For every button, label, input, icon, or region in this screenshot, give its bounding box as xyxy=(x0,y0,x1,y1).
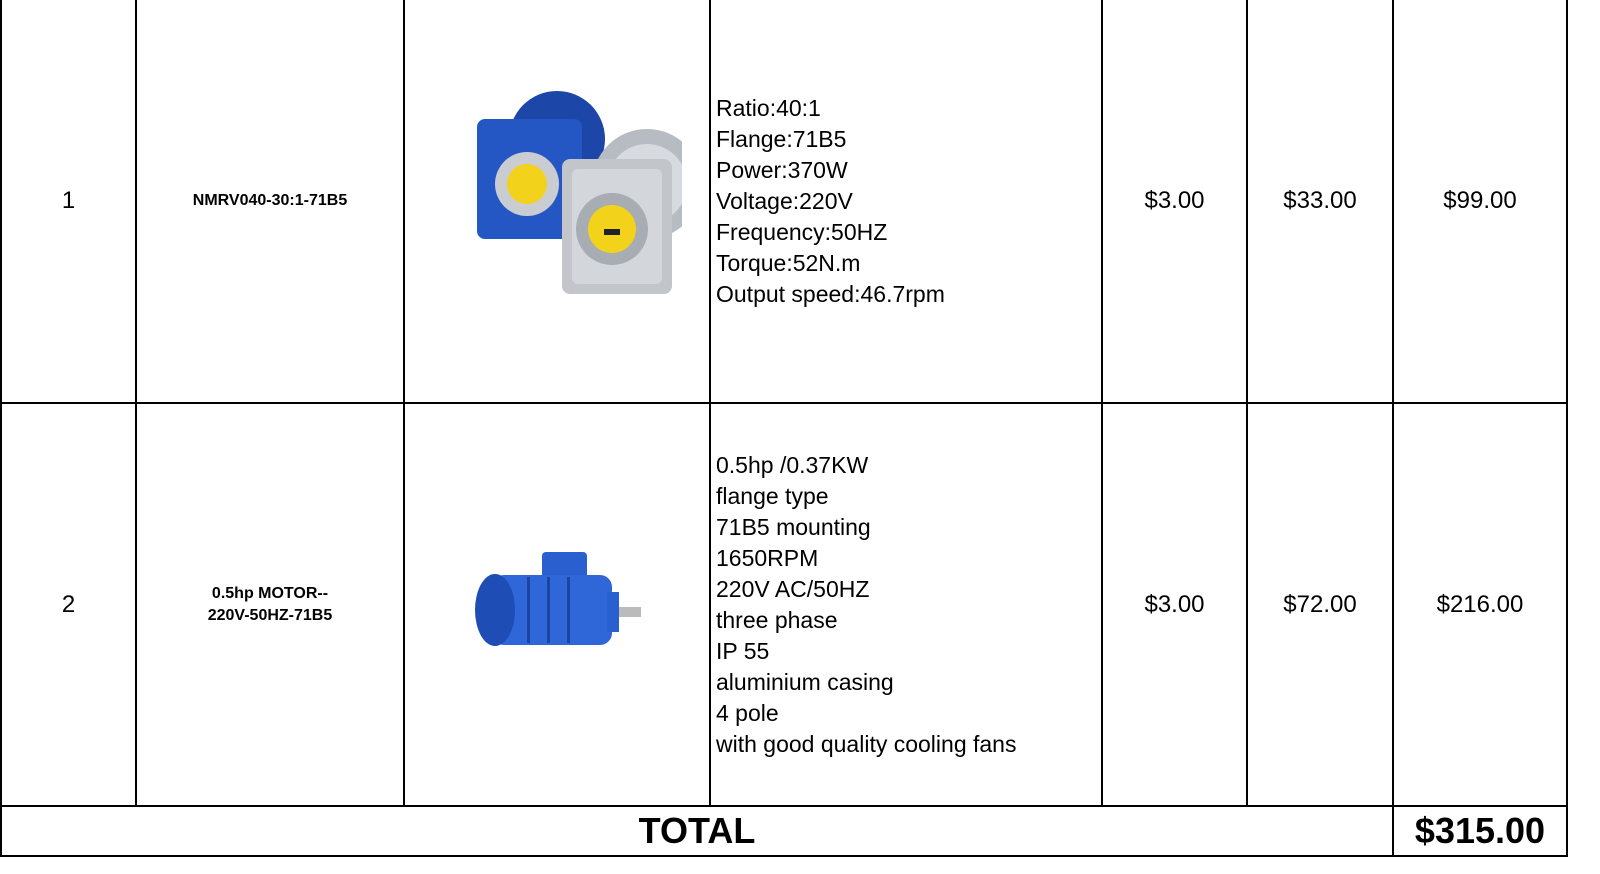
spec-line: flange type xyxy=(716,482,829,509)
spec-line: three phase xyxy=(716,606,838,633)
worm-gearbox-image xyxy=(477,90,702,294)
spec-line: Ratio:40:1 xyxy=(716,94,821,121)
spec-line: 4 pole xyxy=(716,699,779,726)
product-image xyxy=(403,402,711,807)
spec-line: Power:370W xyxy=(716,156,848,183)
item-model: 0.5hp MOTOR-- 220V-50HZ-71B5 xyxy=(135,402,405,807)
table-row: 2 0.5hp MOTOR-- 220V-50HZ-71B5 0.5hp /0.… xyxy=(0,402,1568,807)
spec-line: Output speed:46.7rpm xyxy=(716,280,945,307)
spec-line: Torque:52N.m xyxy=(716,249,861,276)
item-qty: $3.00 xyxy=(1101,0,1248,404)
item-number: 1 xyxy=(0,0,137,404)
product-image xyxy=(403,0,711,404)
model-line: 220V-50HZ-71B5 xyxy=(207,606,333,624)
total-label: TOTAL xyxy=(0,805,1394,857)
item-qty: $3.00 xyxy=(1101,402,1248,807)
item-amount: $99.00 xyxy=(1392,0,1568,404)
spec-line: aluminium casing xyxy=(716,668,894,695)
table-row: 1 NMRV040-30:1-71B5 Ratio:40:1 Flange:71… xyxy=(0,0,1568,404)
spec-line: 0.5hp /0.37KW xyxy=(716,451,869,478)
item-unit-price: $33.00 xyxy=(1246,0,1394,404)
spec-line: 1650RPM xyxy=(716,544,819,571)
spec-line: 71B5 mounting xyxy=(716,513,871,540)
spec-line: 220V AC/50HZ xyxy=(716,575,870,602)
electric-motor-image xyxy=(475,552,641,646)
total-value: $315.00 xyxy=(1392,805,1568,857)
spec-line: Flange:71B5 xyxy=(716,125,847,152)
total-row: TOTAL $315.00 xyxy=(0,805,1568,857)
item-number: 2 xyxy=(0,402,137,807)
spec-line: IP 55 xyxy=(716,637,770,664)
item-unit-price: $72.00 xyxy=(1246,402,1394,807)
model-line: 0.5hp MOTOR-- xyxy=(211,584,329,602)
spec-line: Voltage:220V xyxy=(716,187,853,214)
spec-line: with good quality cooling fans xyxy=(716,730,1017,757)
spec-line: Frequency:50HZ xyxy=(716,218,888,245)
item-specs: 0.5hp /0.37KW flange type 71B5 mounting … xyxy=(709,402,1103,807)
item-model: NMRV040-30:1-71B5 xyxy=(135,0,405,404)
item-amount: $216.00 xyxy=(1392,402,1568,807)
item-specs: Ratio:40:1 Flange:71B5 Power:370W Voltag… xyxy=(709,0,1103,404)
quotation-table: 1 NMRV040-30:1-71B5 Ratio:40:1 Flange:71… xyxy=(0,0,1568,857)
